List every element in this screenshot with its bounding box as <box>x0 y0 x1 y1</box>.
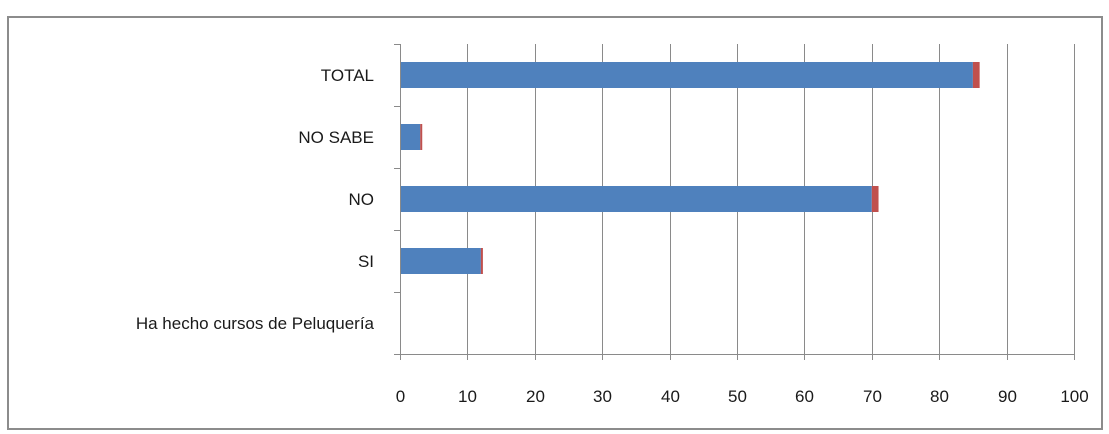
x-tick-label-20: 20 <box>526 387 545 406</box>
x-tick-label-0: 0 <box>396 387 405 406</box>
bar-4-series-1 <box>972 62 980 88</box>
x-tick-label-100: 100 <box>1060 387 1088 406</box>
axes <box>394 44 1075 360</box>
category-label-1: SI <box>358 252 374 271</box>
bar-1-series-0 <box>400 248 481 274</box>
x-tick-label-30: 30 <box>593 387 612 406</box>
x-tick-label-10: 10 <box>458 387 477 406</box>
bar-3-series-1 <box>420 124 423 150</box>
gridlines <box>467 44 1075 354</box>
bar-2-series-0 <box>400 186 872 212</box>
x-tick-label-50: 50 <box>728 387 747 406</box>
x-tick-label-40: 40 <box>661 387 680 406</box>
labels: 0 10 20 30 40 50 60 70 80 90 100 Ha hecho cursos de… <box>136 66 1089 406</box>
x-tick-label-80: 80 <box>930 387 949 406</box>
x-tick-label-90: 90 <box>998 387 1017 406</box>
x-tick-label-70: 70 <box>863 387 882 406</box>
bar-2-series-1 <box>871 186 879 212</box>
bar-3-series-0 <box>400 124 421 150</box>
bar-1-series-1 <box>480 248 483 274</box>
bars <box>400 62 980 274</box>
category-label-3: NO SABE <box>298 128 374 147</box>
category-label-0: Ha hecho cursos de Peluquería <box>136 314 375 333</box>
bar-4-series-0 <box>400 62 973 88</box>
x-tick-label-60: 60 <box>795 387 814 406</box>
category-label-4: TOTAL <box>321 66 374 85</box>
category-label-2: NO <box>349 190 375 209</box>
